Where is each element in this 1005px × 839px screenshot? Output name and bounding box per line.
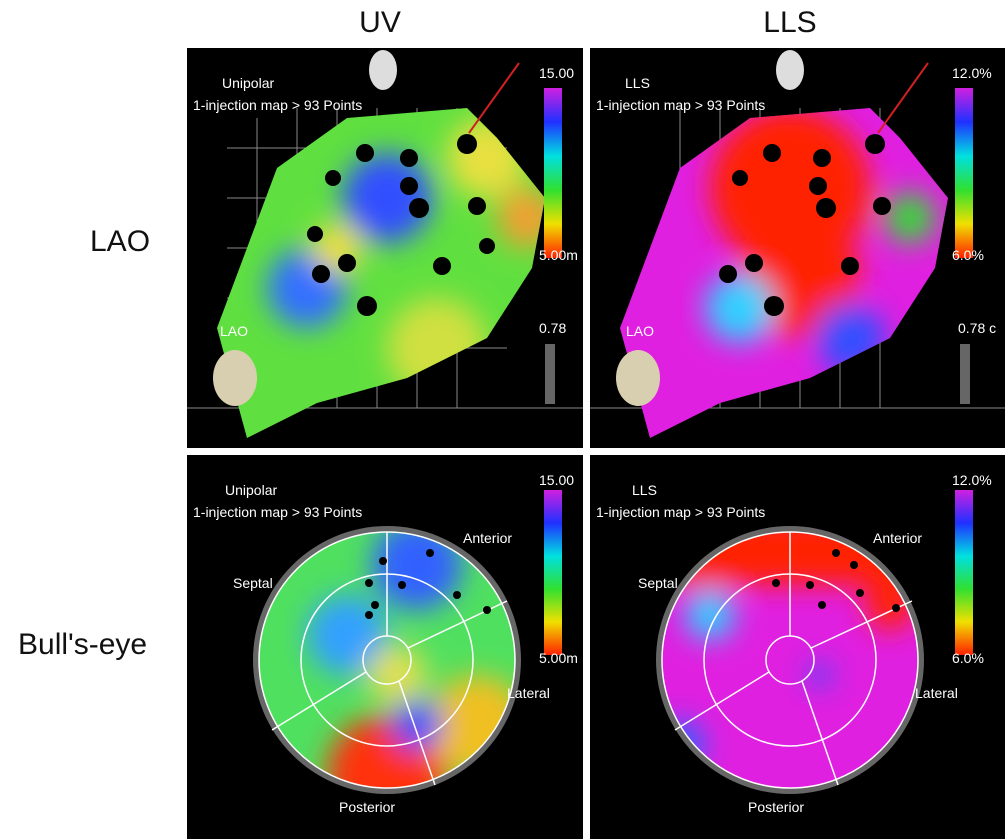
- anterior-label: Anterior: [463, 530, 512, 546]
- mode-label: LLS: [625, 75, 650, 91]
- map-panel: LLS 1-injection map > 93 Points 12.0% 6.…: [590, 455, 1005, 839]
- column-header: UV: [330, 6, 430, 40]
- scale-max: 12.0%: [952, 472, 992, 488]
- threshold: 0.78 c: [958, 320, 996, 336]
- map-panel: Unipolar 1-injection map > 93 Points 15.…: [187, 48, 583, 448]
- points-label: 1-injection map > 93 Points: [596, 97, 765, 113]
- mode-label: Unipolar: [225, 482, 277, 498]
- lateral-label: Lateral: [915, 685, 958, 701]
- septal-label: Septal: [233, 575, 273, 591]
- scale-max: 15.00: [539, 65, 574, 81]
- posterior-label: Posterior: [748, 799, 804, 815]
- anterior-label: Anterior: [873, 530, 922, 546]
- scale-min: 6.0%: [952, 650, 984, 666]
- mode-label: Unipolar: [222, 75, 274, 91]
- posterior-label: Posterior: [339, 799, 395, 815]
- row-label: LAO: [90, 225, 150, 259]
- scale-max: 15.00: [539, 472, 574, 488]
- map-panel: LLS 1-injection map > 93 Points 12.0% 6.…: [590, 48, 1005, 448]
- points-label: 1-injection map > 93 Points: [193, 504, 362, 520]
- points-label: 1-injection map > 93 Points: [596, 504, 765, 520]
- septal-label: Septal: [638, 575, 678, 591]
- mode-label: LLS: [632, 482, 657, 498]
- threshold: 0.78: [539, 320, 566, 336]
- view-label: LAO: [626, 323, 654, 339]
- scale-min: 5.00m: [539, 247, 578, 263]
- scale-min: 6.0%: [952, 247, 984, 263]
- points-label: 1-injection map > 93 Points: [193, 97, 362, 113]
- scale-max: 12.0%: [952, 65, 992, 81]
- map-panel: Unipolar 1-injection map > 93 Points 15.…: [187, 455, 583, 839]
- column-header: LLS: [740, 6, 840, 40]
- lateral-label: Lateral: [507, 685, 550, 701]
- view-label: LAO: [220, 323, 248, 339]
- figure: UV LLS LAO Bull's-eye Unipolar 1-injecti…: [0, 0, 1005, 839]
- row-label: Bull's-eye: [18, 628, 147, 662]
- scale-min: 5.00m: [539, 650, 578, 666]
